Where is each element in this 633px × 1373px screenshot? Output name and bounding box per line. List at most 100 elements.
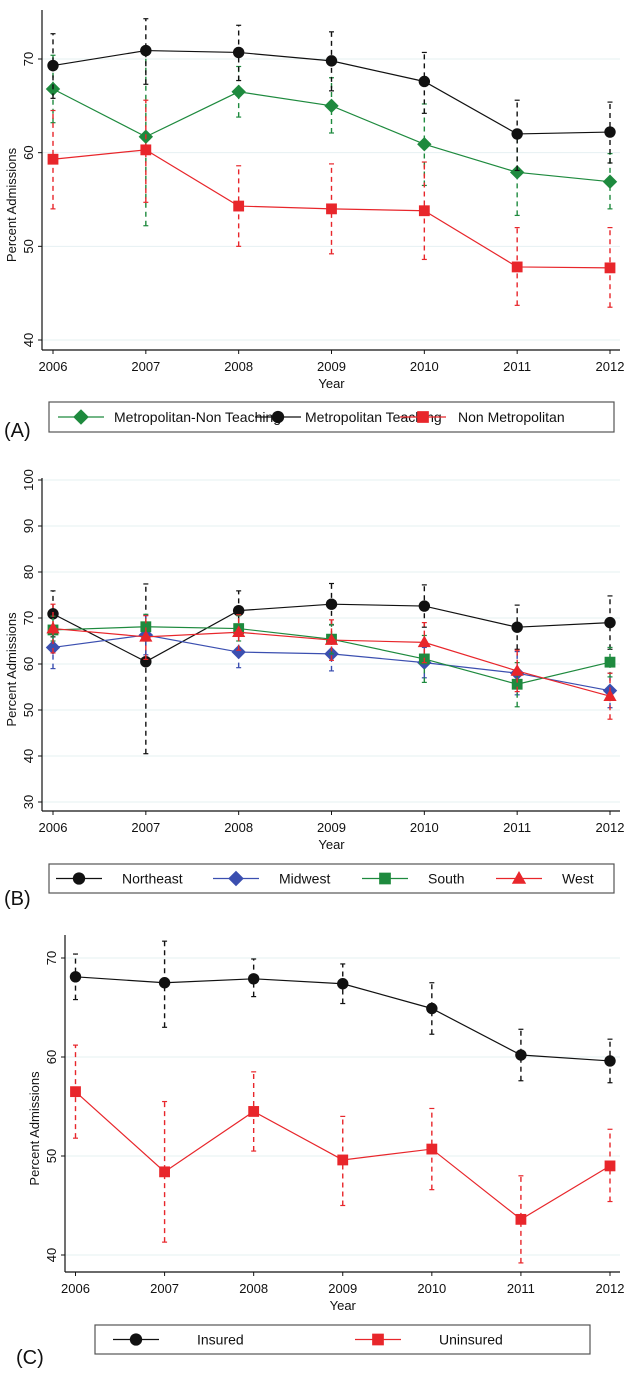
x-tick-label: 2011: [507, 1281, 535, 1296]
legend-marker-circle: [271, 410, 285, 424]
y-tick-label: 100: [21, 469, 36, 491]
x-tick-label: 2011: [503, 359, 531, 374]
legend-label: Midwest: [279, 871, 330, 887]
data-point: [248, 1106, 260, 1117]
data-point: [324, 98, 339, 114]
series-northeast: [47, 582, 616, 755]
data-point: [515, 1213, 527, 1225]
y-axis-label: Percent Admissions: [4, 147, 19, 262]
x-tick-label: 2006: [39, 359, 68, 374]
data-point: [418, 205, 430, 217]
legend-marker-circle: [129, 1333, 143, 1346]
panel-label: (C): [16, 1347, 44, 1369]
legend-box: [48, 401, 615, 433]
y-tick-label: 70: [21, 611, 36, 625]
data-point: [45, 640, 61, 655]
y-tick-label: 70: [44, 951, 59, 965]
data-point: [418, 600, 431, 612]
legend-marker-diamond: [73, 409, 89, 425]
data-point: [232, 604, 245, 617]
x-tick-label: 2007: [150, 1281, 179, 1296]
data-point: [324, 633, 339, 645]
y-tick-label: 50: [44, 1149, 59, 1163]
x-tick-label: 2008: [239, 1281, 268, 1296]
data-point: [325, 598, 338, 610]
chart-panel-3: 40 50 60 70 2006 2007 2008 2009 2010 2011 2012 Year…: [16, 935, 624, 1369]
data-point: [511, 128, 523, 140]
y-tick-label: 80: [21, 565, 36, 579]
data-point: [231, 644, 246, 660]
data-point: [46, 621, 60, 634]
y-tick-label: 60: [21, 657, 36, 671]
data-point: [139, 629, 153, 642]
x-tick-label: 2012: [596, 1281, 625, 1296]
x-tick-label: 2008: [224, 820, 253, 835]
data-point: [326, 203, 337, 215]
data-point: [337, 978, 349, 990]
legend-label: Uninsured: [439, 1332, 503, 1348]
legend-marker-square: [417, 411, 429, 423]
data-point: [417, 137, 432, 152]
data-point: [47, 59, 59, 72]
y-tick-label: 40: [21, 749, 36, 763]
y-tick-label: 60: [44, 1050, 59, 1064]
data-point: [511, 678, 523, 690]
data-point: [511, 261, 523, 273]
y-axis-label: Percent Admissions: [4, 612, 19, 727]
legend: Northeast Midwest South West: [48, 863, 615, 894]
x-tick-label: 2010: [410, 820, 439, 835]
x-tick-label: 2007: [131, 820, 160, 835]
x-tick-label: 2012: [596, 820, 625, 835]
x-tick-label: 2008: [224, 359, 253, 374]
data-point: [140, 656, 152, 668]
data-point: [604, 1160, 616, 1172]
data-point: [69, 971, 82, 983]
legend-label: West: [562, 871, 594, 887]
x-tick-label: 2011: [503, 820, 531, 835]
data-point: [417, 635, 431, 648]
panel-label: (B): [4, 888, 31, 910]
legend-box: [94, 1324, 591, 1355]
x-tick-label: 2009: [317, 359, 346, 374]
legend-label: Metropolitan-Non Teaching: [114, 409, 281, 425]
series-non-metropolitan: [47, 99, 616, 308]
panel-label: (A): [4, 420, 31, 442]
series-metropolitan-teaching: [47, 18, 616, 172]
x-axis-label: Year: [330, 1298, 357, 1313]
legend-marker-square: [379, 872, 391, 885]
legend-marker-square: [372, 1333, 384, 1346]
data-point: [604, 126, 616, 138]
legend-marker-diamond: [228, 870, 244, 887]
legend-label: Metropolitan Teaching: [305, 409, 442, 425]
legend-label: Insured: [197, 1332, 244, 1348]
data-point: [604, 656, 616, 668]
data-point: [510, 664, 524, 676]
legend-marker-triangle: [511, 871, 527, 884]
data-point: [140, 621, 152, 633]
data-point: [158, 977, 171, 989]
data-point: [325, 55, 338, 67]
x-tick-label: 2010: [417, 1281, 446, 1296]
data-point: [604, 616, 616, 629]
y-tick-label: 40: [44, 1248, 59, 1262]
x-tick-label: 2006: [39, 820, 68, 835]
data-point: [602, 174, 618, 189]
data-point: [70, 1086, 81, 1098]
legend: Metropolitan-Non Teaching Metropolitan Te…: [48, 401, 615, 433]
y-tick-label: 50: [21, 703, 36, 717]
data-point: [231, 84, 246, 99]
data-point: [426, 1002, 438, 1015]
y-tick-label: 60: [21, 145, 36, 159]
x-tick-label: 2007: [131, 359, 160, 374]
legend: Insured Uninsured: [94, 1324, 591, 1355]
data-point: [233, 200, 245, 212]
data-point: [509, 165, 525, 180]
data-point: [603, 689, 617, 701]
data-point: [515, 1049, 527, 1061]
data-point: [337, 1154, 349, 1166]
data-point: [232, 46, 245, 59]
x-axis-label: Year: [318, 376, 345, 391]
y-axis-label: Percent Admissions: [27, 1071, 42, 1186]
chart-panel-1: 40 50 60 70 2006 2007 2008 2009 2010 2011 2012 Year…: [4, 10, 624, 442]
